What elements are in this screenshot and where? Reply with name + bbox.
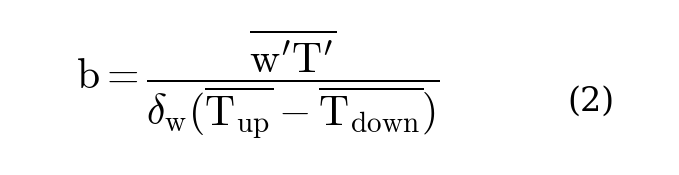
Text: $\mathrm{b} = \dfrac{\overline{\mathrm{w^{\prime}T^{\prime}}}}{\delta_{\mathrm{w: $\mathrm{b} = \dfrac{\overline{\mathrm{w… bbox=[76, 27, 440, 141]
Text: (2): (2) bbox=[567, 86, 614, 117]
